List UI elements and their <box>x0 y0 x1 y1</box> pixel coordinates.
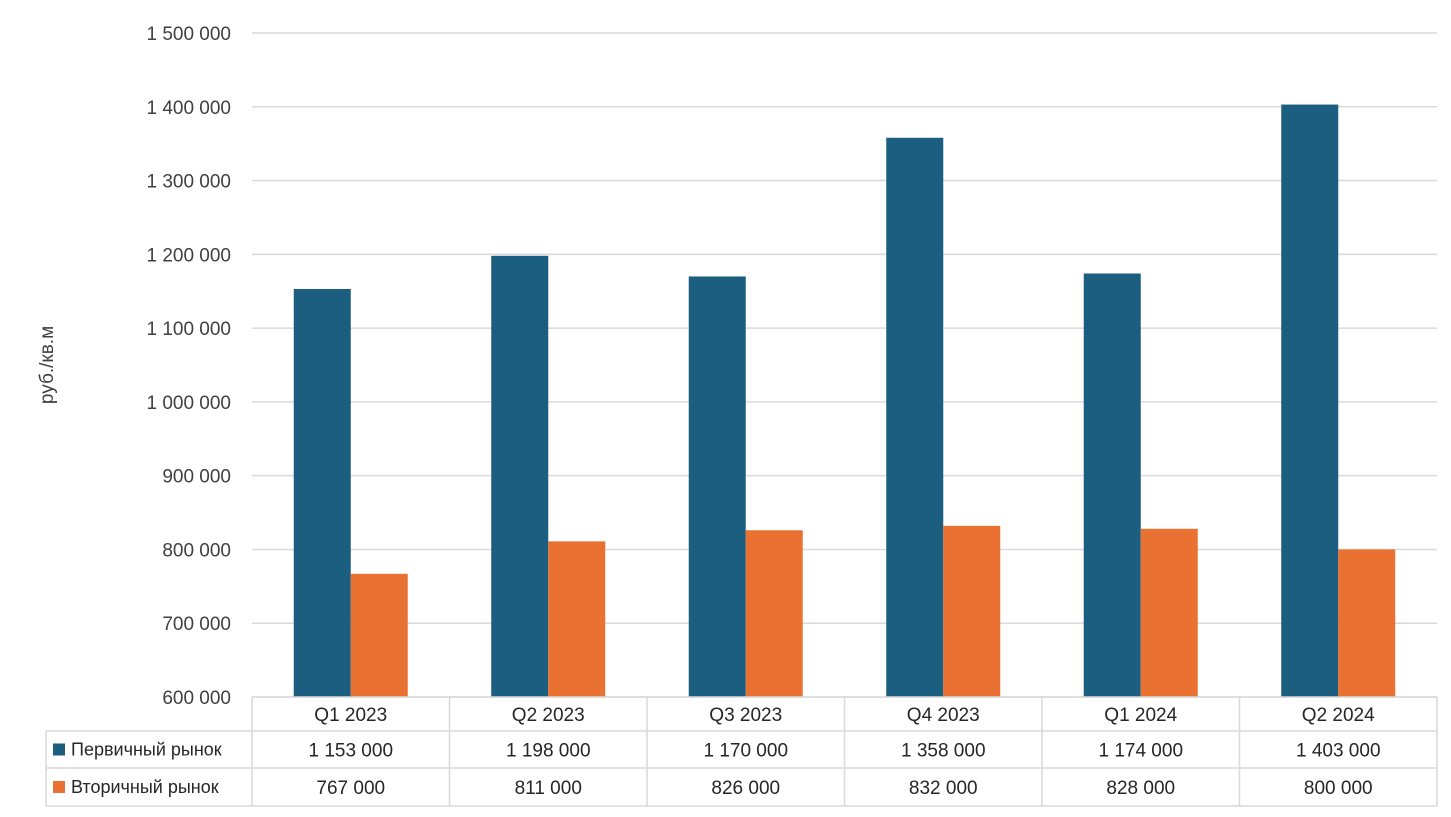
data-label: 828 000 <box>1106 778 1175 799</box>
bars <box>293 104 1396 697</box>
y-tick-label: 600 000 <box>162 688 231 709</box>
legend-key <box>53 743 65 756</box>
data-label: 1 170 000 <box>703 741 788 762</box>
bar-primary <box>293 289 351 697</box>
x-tick-label: Q1 2023 <box>314 705 387 726</box>
data-label: 1 153 000 <box>308 741 393 762</box>
data-label: 1 358 000 <box>901 741 986 762</box>
y-axis-ticks: 600 000 700 000 800 000 900 000 1 000 000 1 1… <box>146 24 231 709</box>
x-tick-label: Q2 2023 <box>512 705 585 726</box>
y-tick-label: 1 200 000 <box>146 245 231 266</box>
bar-secondary <box>548 541 606 697</box>
bar-secondary <box>350 573 408 697</box>
bar-secondary <box>943 525 1001 697</box>
x-tick-label: Q4 2023 <box>907 705 980 726</box>
bar-primary <box>886 137 944 697</box>
y-tick-label: 800 000 <box>162 540 231 561</box>
data-label: 767 000 <box>316 778 385 799</box>
data-label: 1 174 000 <box>1098 741 1183 762</box>
data-label: 1 198 000 <box>506 741 591 762</box>
data-label: 800 000 <box>1304 778 1373 799</box>
x-tick-label: Q2 2024 <box>1302 705 1375 726</box>
x-tick-label: Q3 2023 <box>709 705 782 726</box>
data-label: 832 000 <box>909 778 978 799</box>
bar-primary <box>1083 273 1141 697</box>
data-label: 826 000 <box>711 778 780 799</box>
data-table: Q1 2023 Q2 2023 Q3 2023 Q4 2023 Q1 2024 Q2 20… <box>45 696 1438 807</box>
x-tick-label: Q1 2024 <box>1104 705 1177 726</box>
y-tick-label: 1 000 000 <box>146 393 231 414</box>
y-tick-label: 1 300 000 <box>146 172 231 193</box>
bar-secondary <box>1140 528 1198 697</box>
legend-label: Вторичный рынок <box>71 777 219 797</box>
bar-primary <box>688 276 746 697</box>
bar-secondary <box>1338 549 1396 697</box>
legend-key <box>53 781 65 793</box>
bar-primary <box>1281 104 1339 697</box>
data-label: 1 403 000 <box>1296 741 1381 762</box>
data-label: 811 000 <box>515 778 582 799</box>
y-axis-label: руб./кв.м <box>37 326 58 404</box>
y-tick-label: 900 000 <box>162 467 231 488</box>
y-tick-label: 1 400 000 <box>146 98 231 119</box>
gridlines <box>252 32 1437 698</box>
y-tick-label: 700 000 <box>162 614 231 635</box>
y-tick-label: 1 500 000 <box>146 24 231 45</box>
bar-secondary <box>745 530 803 697</box>
y-tick-label: 1 100 000 <box>146 319 231 340</box>
bar-primary <box>491 255 549 697</box>
legend-label: Первичный рынок <box>71 740 222 760</box>
